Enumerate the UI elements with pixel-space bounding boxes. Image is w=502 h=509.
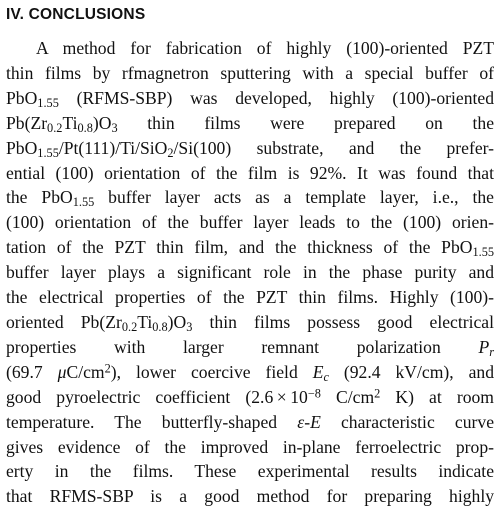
paragraph-line: (100) orientation of the buffer layer le… <box>6 212 494 233</box>
paragraph-line: (69.7 μC/cm2), lower coercive field Ec (… <box>6 361 495 384</box>
paragraph-line: PbO1.55/Pt(111)/Ti/SiO2/Si(100) substrat… <box>6 137 494 160</box>
paragraph-line: that RFMS-SBP is a good method for prepa… <box>6 486 494 507</box>
paragraph-line: Pb(Zr0.2Ti0.8)O3 thin films were prepare… <box>6 112 494 135</box>
paragraph-line: the electrical properties of the PZT thi… <box>6 287 494 308</box>
paragraph-line: buffer layer plays a significant role in… <box>6 262 494 283</box>
paragraph-line: oriented Pb(Zr0.2Ti0.8)O3 thin films pos… <box>6 311 494 335</box>
paragraph-line: gives evidence of the improved in-plane … <box>6 436 494 457</box>
paragraph-line: temperature. The butterfly-shaped ε-E ch… <box>6 411 494 432</box>
paragraph-line: the PbO1.55 buffer layer acts as a templ… <box>6 187 494 210</box>
section-heading: IV. CONCLUSIONS <box>6 6 146 23</box>
paragraph-line: A method for fabrication of highly (100)… <box>36 38 494 58</box>
paragraph-line: ential (100) orientation of the film is … <box>6 162 494 183</box>
paragraph-line: PbO1.55 (RFMS-SBP) was developed, highly… <box>6 87 494 110</box>
paragraph-line: good pyroelectric coefficient (2.6 × 10−… <box>6 386 494 407</box>
conclusions-paragraph: A method for fabrication of highly (100)… <box>6 36 494 509</box>
paragraph-line: erty in the films. These experimental re… <box>6 461 494 482</box>
paragraph-line: tation of the PZT thin film, and the thi… <box>6 237 494 260</box>
paragraph-line: properties with larger remnant polarizat… <box>6 336 494 359</box>
paragraph-line: thin films by rfmagnetron sputtering wit… <box>6 62 494 83</box>
